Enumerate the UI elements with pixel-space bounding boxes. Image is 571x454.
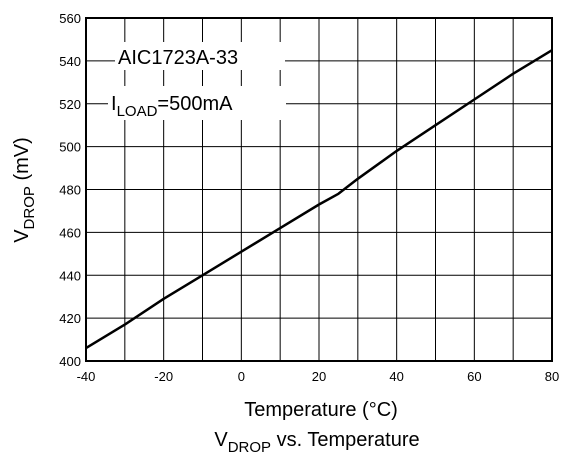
annotation-load-label: ILOAD=500mA: [111, 93, 233, 120]
annotation-1-bg: [115, 42, 285, 70]
tick-labels: -40 -20 0 20 40 60 80 400 420 440 460 480 500 520 540 5…: [59, 11, 559, 384]
y-axis-title-rest: (mV): [11, 137, 33, 186]
x-tick-label: 0: [238, 369, 245, 384]
y-tick-label: 460: [59, 225, 81, 240]
y-axis-title: VDROP (mV): [11, 137, 38, 243]
y-tick-label: 420: [59, 311, 81, 326]
annotation-load-main: I: [111, 93, 117, 115]
y-tick-label: 440: [59, 268, 81, 283]
x-tick-label: -40: [77, 369, 96, 384]
y-tick-label: 560: [59, 11, 81, 26]
x-tick-label: 80: [545, 369, 559, 384]
annotation-load-rest: =500mA: [157, 93, 233, 115]
y-tick-label: 500: [59, 140, 81, 155]
annotation-load-sub: LOAD: [117, 103, 158, 120]
y-axis-title-main: V: [11, 229, 33, 243]
series-line-1: [85, 49, 553, 350]
x-tick-label: 60: [467, 369, 481, 384]
x-axis-title: Temperature (°C): [244, 399, 398, 421]
x-tick-label: 20: [312, 369, 326, 384]
annotation-part-label: AIC1723A-33: [118, 47, 238, 69]
plot-frame: [85, 17, 553, 362]
y-tick-label: 540: [59, 54, 81, 69]
y-tick-label: 480: [59, 183, 81, 198]
y-axis-title-sub: DROP: [21, 186, 38, 229]
y-tick-label: 520: [59, 97, 81, 112]
chart-caption: VDROP vs. Temperature: [214, 429, 419, 454]
chart-caption-main: V: [214, 429, 228, 451]
annotation-2-bg: [108, 86, 286, 120]
x-tick-label: 40: [389, 369, 403, 384]
chart-caption-sub: DROP: [228, 439, 271, 454]
y-tick-label: 400: [59, 354, 81, 369]
x-tick-label: -20: [154, 369, 173, 384]
chart-caption-rest: vs. Temperature: [271, 429, 420, 451]
series-layer: [85, 49, 553, 350]
